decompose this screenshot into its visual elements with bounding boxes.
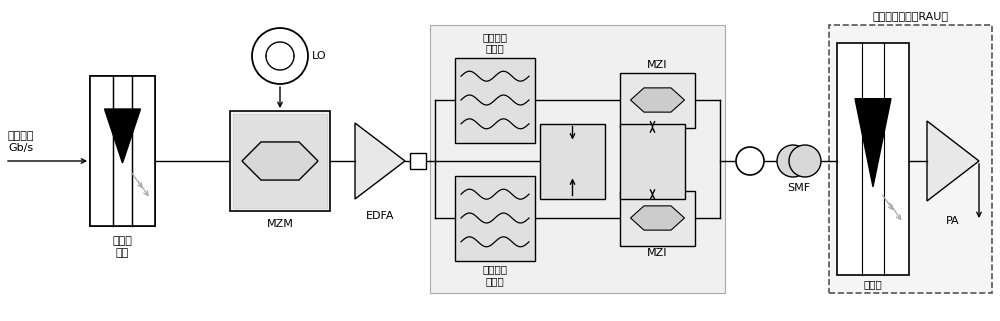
Text: EDFA: EDFA <box>366 211 394 221</box>
Bar <box>620 190 695 246</box>
Circle shape <box>777 145 809 177</box>
Bar <box>90 76 155 226</box>
Text: 控制
序列: 控制 序列 <box>646 150 659 172</box>
Bar <box>829 25 992 293</box>
Bar <box>410 153 426 169</box>
Polygon shape <box>355 123 405 199</box>
Polygon shape <box>927 121 979 201</box>
Polygon shape <box>631 88 684 112</box>
Text: 直调激
光器: 直调激 光器 <box>113 236 132 257</box>
Bar <box>620 124 685 198</box>
Circle shape <box>736 147 764 175</box>
Bar <box>540 124 605 198</box>
Polygon shape <box>242 142 318 180</box>
Polygon shape <box>631 206 684 230</box>
Bar <box>455 176 535 261</box>
Circle shape <box>252 28 308 84</box>
Text: MZI: MZI <box>647 59 668 70</box>
Text: 可调谐光
滤波器: 可调谐光 滤波器 <box>482 265 508 286</box>
Text: PA: PA <box>946 216 960 226</box>
Bar <box>230 111 330 211</box>
Bar <box>90 76 155 226</box>
Bar <box>455 57 535 143</box>
Bar <box>620 73 695 127</box>
Text: MZI: MZI <box>647 248 668 258</box>
Polygon shape <box>104 109 140 163</box>
Text: SMF: SMF <box>787 183 811 193</box>
Text: MZM: MZM <box>267 219 293 229</box>
Text: 远端天线单元（RAU）: 远端天线单元（RAU） <box>872 11 948 21</box>
Bar <box>837 43 909 275</box>
Bar <box>233 114 327 208</box>
Text: 探测器: 探测器 <box>864 279 882 289</box>
Text: 可调谐光
滤波器: 可调谐光 滤波器 <box>482 32 508 54</box>
Text: 驱动
电压: 驱动 电压 <box>566 150 579 172</box>
Text: LO: LO <box>312 51 327 61</box>
Bar <box>430 25 725 293</box>
Polygon shape <box>855 99 891 187</box>
Circle shape <box>789 145 821 177</box>
Text: 基带数据
Gb/s: 基带数据 Gb/s <box>8 131 34 153</box>
